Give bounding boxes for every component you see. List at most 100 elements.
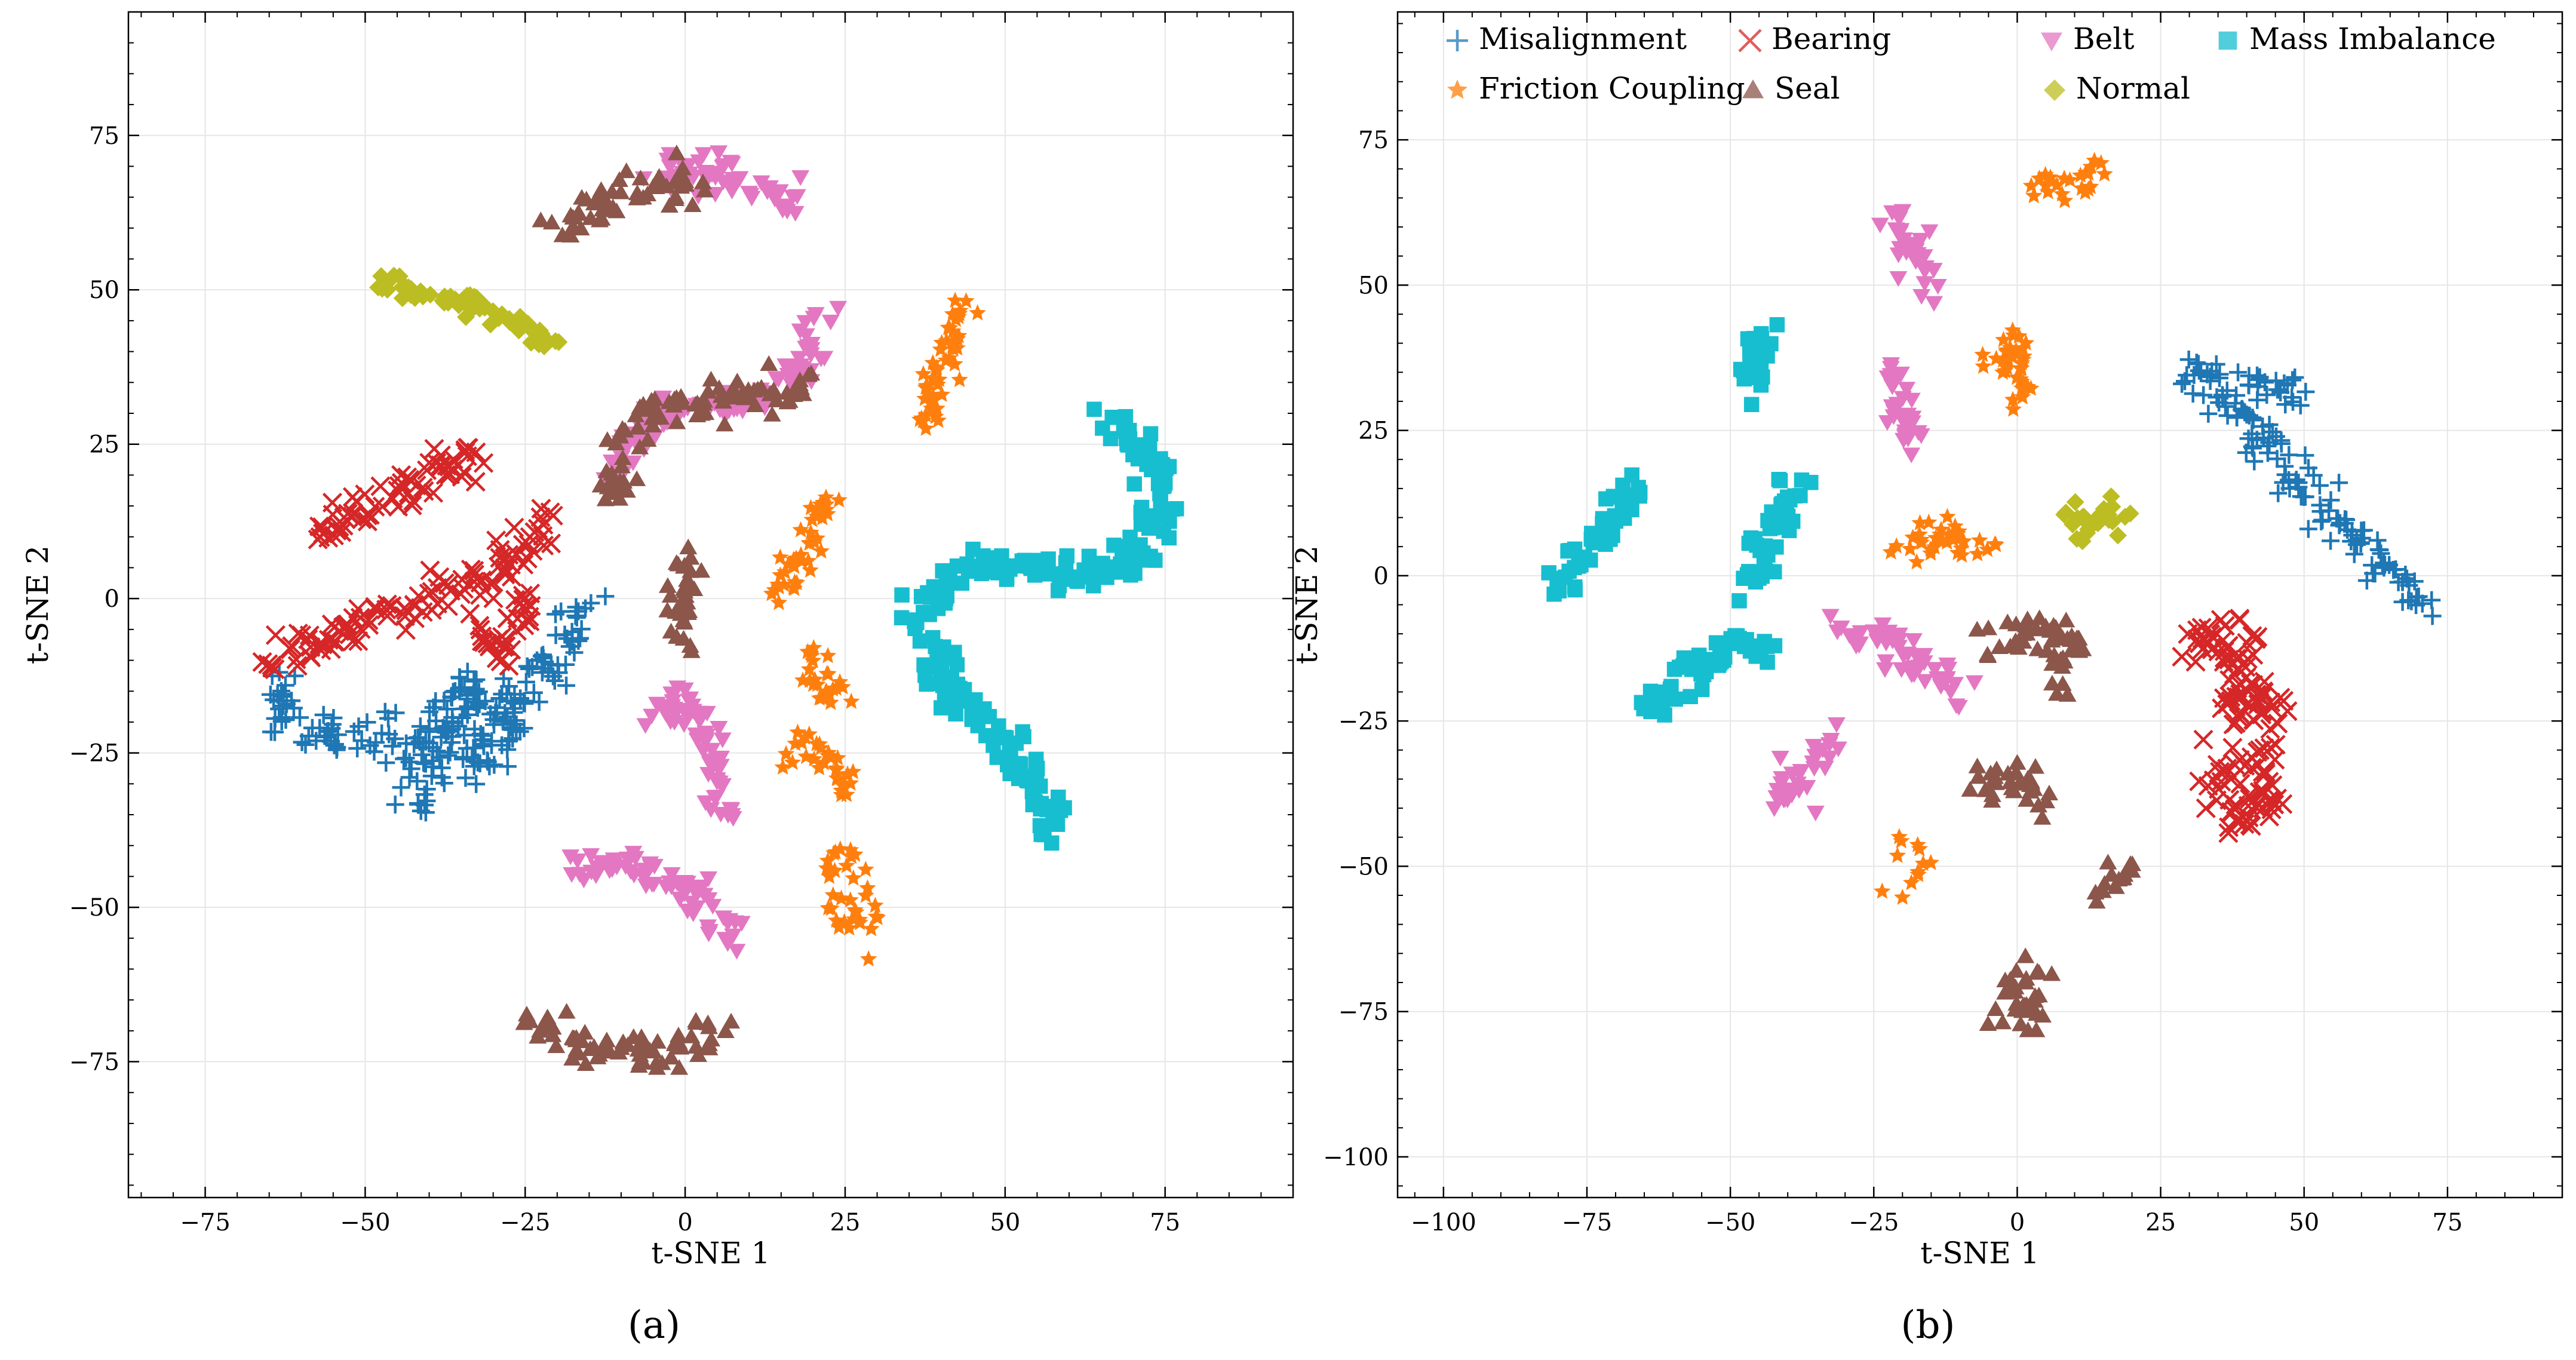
data-point-seal xyxy=(674,172,693,188)
data-point-seal xyxy=(2004,977,2022,993)
data-point-misalignment xyxy=(2276,395,2295,414)
data-point-seal xyxy=(1968,757,1987,773)
data-point-belt xyxy=(582,848,600,864)
legend-label: Bearing xyxy=(1771,22,1891,56)
data-point-seal xyxy=(618,482,636,498)
data-point-belt xyxy=(767,371,785,387)
data-point-misalignment xyxy=(487,704,506,723)
data-point-misalignment xyxy=(576,599,595,618)
data-point-mass-imbalance xyxy=(1572,554,1588,569)
data-point-belt xyxy=(756,400,774,416)
data-point-mass-imbalance xyxy=(1117,409,1134,425)
data-point-mass-imbalance xyxy=(1051,789,1066,805)
data-point-misalignment xyxy=(319,722,337,740)
data-point-mass-imbalance xyxy=(1086,401,1102,417)
data-point-friction-coupling xyxy=(1953,546,1970,563)
data-point-bearing xyxy=(2260,719,2280,739)
data-point-friction-coupling xyxy=(2013,379,2031,396)
data-point-friction-coupling xyxy=(928,400,945,416)
data-point-misalignment xyxy=(2320,502,2338,520)
data-point-mass-imbalance xyxy=(1723,631,1739,647)
data-point-normal xyxy=(414,287,432,306)
data-point-bearing xyxy=(470,619,490,640)
data-point-misalignment xyxy=(2264,423,2282,441)
data-point-misalignment xyxy=(505,703,523,722)
data-point-belt xyxy=(705,790,724,806)
data-point-friction-coupling xyxy=(785,579,803,596)
data-point-bearing xyxy=(330,621,350,641)
data-point-bearing xyxy=(343,631,363,652)
y-tick-label: 0 xyxy=(1374,563,1389,590)
data-point-misalignment xyxy=(284,699,303,717)
data-point-seal xyxy=(1987,774,2005,790)
y-tick-label: 25 xyxy=(89,431,119,459)
data-point-bearing xyxy=(2230,773,2250,794)
data-point-friction-coupling xyxy=(1995,331,2012,348)
data-point-friction-coupling xyxy=(933,334,950,351)
x-axis-label: t-SNE 1 xyxy=(651,1236,770,1270)
data-point-misalignment xyxy=(443,720,462,738)
data-point-mass-imbalance xyxy=(1127,565,1143,581)
data-point-misalignment xyxy=(2322,532,2340,550)
data-point-belt xyxy=(788,189,806,205)
data-point-misalignment xyxy=(2299,459,2317,477)
data-point-mass-imbalance xyxy=(991,718,1006,734)
data-point-friction-coupling xyxy=(2037,176,2055,193)
data-point-mass-imbalance xyxy=(1099,570,1114,585)
data-point-seal xyxy=(692,405,711,421)
data-point-seal xyxy=(700,1018,719,1034)
data-point-misalignment xyxy=(291,708,309,727)
data-point-belt xyxy=(621,864,640,880)
data-point-mass-imbalance xyxy=(1033,796,1049,812)
x-tick-label: −50 xyxy=(340,1209,390,1236)
data-point-seal xyxy=(669,555,687,572)
data-point-normal xyxy=(518,314,537,333)
data-point-seal xyxy=(600,198,619,215)
data-point-misalignment xyxy=(507,715,526,733)
data-point-bearing xyxy=(498,608,518,628)
data-point-friction-coupling xyxy=(2081,177,2099,194)
data-point-mass-imbalance xyxy=(1771,472,1787,487)
data-point-bearing xyxy=(2218,823,2239,843)
data-point-seal xyxy=(710,379,729,395)
data-point-seal xyxy=(1979,1015,1997,1031)
data-point-friction-coupling xyxy=(868,908,886,926)
x-tick-label: 25 xyxy=(830,1209,861,1236)
data-point-mass-imbalance xyxy=(1598,520,1614,535)
data-point-misalignment xyxy=(2353,529,2371,547)
data-point-mass-imbalance xyxy=(1749,363,1766,379)
data-point-belt xyxy=(1773,771,1791,787)
data-point-mass-imbalance xyxy=(934,660,950,676)
data-point-normal xyxy=(2109,526,2127,545)
data-point-belt xyxy=(641,856,659,873)
data-point-friction-coupling xyxy=(845,869,862,886)
data-point-bearing xyxy=(2273,794,2293,814)
panel-a: −75 −50 −25 0 25 50 75 −75 −50 −25 0 25 50 75 t-SNE 1 t… xyxy=(20,11,1294,1347)
data-point-seal xyxy=(2014,633,2032,649)
legend-label: Belt xyxy=(2073,22,2134,56)
data-point-normal xyxy=(530,327,548,346)
data-point-bearing xyxy=(2187,620,2207,640)
data-point-normal xyxy=(2056,504,2075,522)
data-point-belt xyxy=(1822,732,1840,749)
data-point-misalignment xyxy=(515,694,534,713)
data-point-seal xyxy=(670,1059,689,1075)
data-point-friction-coupling xyxy=(1894,888,1911,905)
x-tick-label: −100 xyxy=(1411,1209,1476,1236)
data-point-seal xyxy=(714,392,732,409)
data-point-mass-imbalance xyxy=(1140,552,1156,568)
data-point-friction-coupling xyxy=(2022,177,2040,194)
data-point-mass-imbalance xyxy=(1002,736,1018,752)
data-point-misalignment xyxy=(2423,607,2442,625)
data-point-belt xyxy=(710,720,728,737)
data-point-friction-coupling xyxy=(772,566,789,583)
data-point-belt xyxy=(791,170,810,186)
data-point-misalignment xyxy=(572,620,591,638)
legend: Misalignment Bearing Belt Mass Imbalance Fri… xyxy=(1447,22,2496,106)
data-point-friction-coupling xyxy=(809,676,826,692)
data-point-belt xyxy=(1896,429,1914,446)
data-point-bearing xyxy=(2219,649,2239,670)
data-point-seal xyxy=(529,1028,547,1044)
data-point-belt xyxy=(711,806,730,823)
data-point-friction-coupling xyxy=(843,692,860,709)
